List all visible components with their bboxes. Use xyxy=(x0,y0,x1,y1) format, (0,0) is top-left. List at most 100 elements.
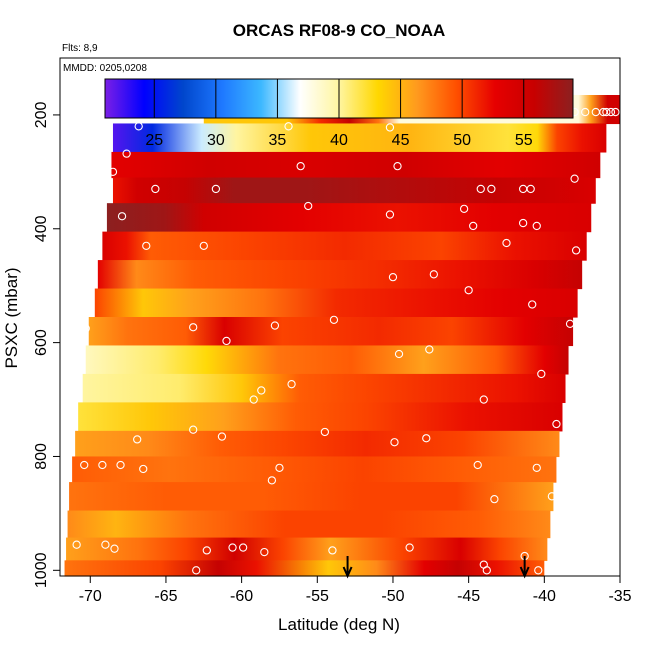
y-tick-label: 400 xyxy=(33,215,50,242)
sample-point xyxy=(385,123,395,132)
sample-point xyxy=(518,218,528,228)
data-band xyxy=(112,177,596,204)
data-band xyxy=(82,373,566,403)
data-band xyxy=(67,510,551,539)
sample-point xyxy=(429,270,438,279)
x-tick-label: -40 xyxy=(533,588,556,605)
plot-frame xyxy=(59,57,621,577)
x-axis-label: Latitude (deg N) xyxy=(278,615,400,634)
sample-point xyxy=(134,122,143,131)
sample-point xyxy=(222,336,231,346)
sample-point xyxy=(570,174,579,183)
colorbar-tick-label: 55 xyxy=(515,132,533,149)
data-band xyxy=(112,123,607,153)
sample-point xyxy=(189,425,198,434)
colorbar-tick-label: 40 xyxy=(330,132,348,149)
sample-point xyxy=(487,184,496,194)
sample-point xyxy=(80,460,89,470)
sample-point xyxy=(579,292,588,302)
sample-point xyxy=(260,547,269,557)
sample-point xyxy=(199,241,208,250)
data-band xyxy=(111,151,601,179)
flights-label: Flts: 8,9 xyxy=(62,43,98,54)
sample-point xyxy=(202,546,211,555)
sample-point xyxy=(217,432,227,441)
sample-point xyxy=(547,492,557,501)
sample-point xyxy=(108,167,118,176)
data-band xyxy=(69,482,554,512)
sample-point xyxy=(238,543,248,552)
sample-point xyxy=(257,386,266,395)
data-band xyxy=(64,560,545,577)
sample-point xyxy=(110,544,119,553)
sample-point xyxy=(469,221,478,231)
chart-title: ORCAS RF08-9 CO_NOAA xyxy=(233,21,446,40)
sample-point xyxy=(385,210,395,219)
sample-point xyxy=(571,246,581,255)
sample-point xyxy=(534,566,543,575)
sample-point xyxy=(211,184,221,194)
x-tick-label: -50 xyxy=(381,588,404,605)
sample-point xyxy=(151,184,160,194)
sample-point xyxy=(602,107,611,117)
sample-point xyxy=(296,162,305,171)
sample-point xyxy=(394,349,404,359)
colorbar: 25 30 35 40 45 50 55 xyxy=(104,78,574,149)
colorbar-tick-label: 25 xyxy=(145,132,163,149)
colorbar-tick-label: 35 xyxy=(269,132,287,149)
data-band xyxy=(102,231,587,261)
x-tick-label: -65 xyxy=(154,588,177,605)
sample-point xyxy=(552,419,561,429)
sample-point xyxy=(537,369,546,379)
sample-point xyxy=(275,463,284,472)
sample-point xyxy=(249,395,258,404)
sample-point xyxy=(117,212,127,221)
sample-point xyxy=(304,201,313,211)
x-tick-label: -45 xyxy=(457,588,480,605)
x-tick-label: -35 xyxy=(608,588,631,605)
sample-point xyxy=(464,286,473,295)
x-tick-label: -70 xyxy=(79,588,102,605)
data-band xyxy=(85,345,569,375)
sample-point xyxy=(98,460,107,470)
sample-point xyxy=(72,540,81,549)
sample-point xyxy=(473,460,482,470)
sample-point xyxy=(189,323,198,332)
x-tick-label: -55 xyxy=(306,588,329,605)
sample-point xyxy=(528,300,537,309)
sample-point xyxy=(476,184,485,194)
y-tick-label: 800 xyxy=(33,443,50,470)
sample-point xyxy=(287,380,296,389)
data-band xyxy=(72,456,557,483)
colorbar-tick-label: 30 xyxy=(207,132,225,149)
sample-point xyxy=(133,435,142,444)
sample-point xyxy=(116,460,125,470)
sample-point xyxy=(422,434,431,443)
data-band xyxy=(78,402,563,432)
sample-point xyxy=(320,427,330,437)
plot-area xyxy=(64,95,620,579)
sample-point xyxy=(139,464,148,474)
axes: -70 -65 -60 -55 -50 -45 -40 -35 200 400 600 800 1000 xyxy=(33,101,632,605)
sample-point xyxy=(142,241,151,250)
data-band xyxy=(97,260,583,290)
y-axis-label: PSXC (mbar) xyxy=(2,267,21,368)
sample-point xyxy=(81,324,90,333)
sample-point xyxy=(526,184,535,194)
sample-point xyxy=(611,107,620,117)
sample-point xyxy=(532,463,541,472)
sample-point xyxy=(482,566,491,575)
sample-point xyxy=(329,315,339,324)
dates-label: MMDD: 0205,0208 xyxy=(63,63,147,74)
sample-point xyxy=(104,144,113,154)
sample-point xyxy=(267,476,277,485)
sample-point xyxy=(270,321,280,330)
sample-point xyxy=(122,149,131,158)
sample-point xyxy=(192,566,201,575)
sample-point xyxy=(479,395,488,404)
colorbar-tick-label: 50 xyxy=(453,132,471,149)
data-band xyxy=(75,430,560,458)
y-tick-label: 200 xyxy=(33,101,50,128)
sample-point xyxy=(425,345,434,354)
